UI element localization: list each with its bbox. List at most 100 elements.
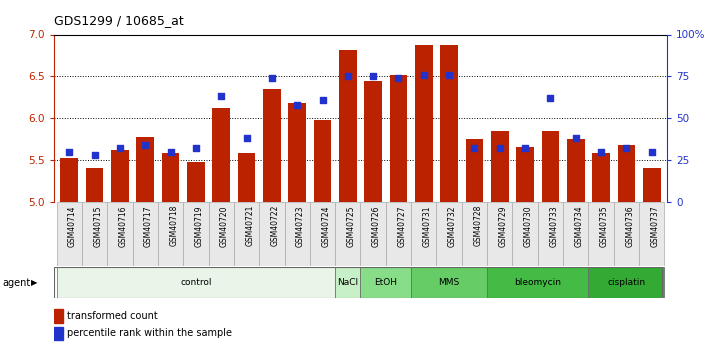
Text: GSM40726: GSM40726 [372, 205, 381, 247]
Point [544, 95, 556, 101]
Text: GSM40737: GSM40737 [650, 205, 660, 247]
Point [165, 149, 177, 155]
Bar [411, 267, 487, 298]
Bar [639, 202, 664, 266]
Point [63, 149, 75, 155]
Text: GSM40727: GSM40727 [397, 205, 406, 247]
Text: GSM40720: GSM40720 [220, 205, 229, 247]
Text: GSM40714: GSM40714 [68, 205, 77, 247]
Bar [441, 46, 458, 345]
Bar [411, 202, 436, 266]
Bar [592, 153, 610, 345]
Bar [563, 202, 588, 266]
Text: GSM40718: GSM40718 [169, 205, 178, 246]
Bar [339, 50, 357, 345]
Bar [461, 202, 487, 266]
Text: GSM40733: GSM40733 [549, 205, 558, 247]
Text: transformed count: transformed count [66, 311, 157, 321]
Bar [618, 145, 635, 345]
Text: bleomycin: bleomycin [514, 278, 561, 287]
Bar [364, 80, 382, 345]
Point [596, 149, 607, 155]
Bar [111, 150, 129, 345]
Bar [86, 168, 103, 345]
Point [621, 146, 632, 151]
Point [570, 136, 582, 141]
Bar [57, 267, 335, 298]
Bar [436, 202, 461, 266]
Text: GSM40721: GSM40721 [245, 205, 255, 246]
Bar [335, 202, 360, 266]
Bar [183, 202, 208, 266]
Bar [162, 153, 180, 345]
Text: GSM40724: GSM40724 [322, 205, 330, 247]
Text: NaCl: NaCl [337, 278, 358, 287]
Bar [360, 202, 386, 266]
Text: agent: agent [2, 278, 30, 288]
Text: GSM40734: GSM40734 [575, 205, 583, 247]
Text: GSM40730: GSM40730 [524, 205, 533, 247]
Text: GSM40732: GSM40732 [448, 205, 457, 247]
Point [89, 152, 100, 158]
Point [646, 149, 658, 155]
Point [190, 146, 202, 151]
Text: GDS1299 / 10685_at: GDS1299 / 10685_at [54, 14, 184, 27]
Bar [588, 267, 664, 298]
Point [519, 146, 531, 151]
Bar [54, 327, 63, 340]
Bar [158, 202, 183, 266]
Bar [516, 147, 534, 345]
Point [469, 146, 480, 151]
Point [494, 146, 505, 151]
Bar [238, 153, 255, 345]
Bar [386, 202, 411, 266]
Text: GSM40736: GSM40736 [625, 205, 634, 247]
Point [418, 72, 430, 77]
Text: GSM40723: GSM40723 [296, 205, 305, 247]
Point [216, 93, 227, 99]
Text: percentile rank within the sample: percentile rank within the sample [66, 328, 231, 338]
Text: control: control [180, 278, 212, 287]
Point [291, 102, 303, 108]
Bar [107, 202, 133, 266]
Point [139, 142, 151, 148]
Text: GSM40722: GSM40722 [270, 205, 280, 246]
Bar [208, 202, 234, 266]
Text: GSM40717: GSM40717 [144, 205, 153, 247]
Text: GSM40725: GSM40725 [347, 205, 355, 247]
Text: GSM40731: GSM40731 [423, 205, 432, 247]
Bar [310, 202, 335, 266]
Bar [82, 202, 107, 266]
Bar [285, 202, 310, 266]
Bar [513, 202, 538, 266]
Text: GSM40728: GSM40728 [473, 205, 482, 246]
Bar [491, 131, 508, 345]
Bar [234, 202, 260, 266]
Point [241, 136, 252, 141]
Point [393, 75, 404, 81]
Point [368, 73, 379, 79]
Text: GSM40719: GSM40719 [195, 205, 203, 247]
Text: EtOH: EtOH [374, 278, 397, 287]
Bar [136, 137, 154, 345]
Bar [614, 202, 639, 266]
Bar [360, 267, 411, 298]
Text: GSM40715: GSM40715 [93, 205, 102, 247]
Bar [487, 267, 588, 298]
Bar [389, 76, 407, 345]
Bar [487, 202, 513, 266]
Bar [538, 202, 563, 266]
Bar [643, 168, 660, 345]
Bar [567, 139, 585, 345]
Bar [335, 267, 360, 298]
Bar [213, 108, 230, 345]
Point [443, 72, 455, 77]
Bar [61, 158, 78, 345]
Bar [415, 46, 433, 345]
Text: cisplatin: cisplatin [607, 278, 645, 287]
Bar [260, 202, 285, 266]
Bar [588, 202, 614, 266]
Point [266, 75, 278, 81]
Point [342, 73, 353, 79]
Bar [133, 202, 158, 266]
